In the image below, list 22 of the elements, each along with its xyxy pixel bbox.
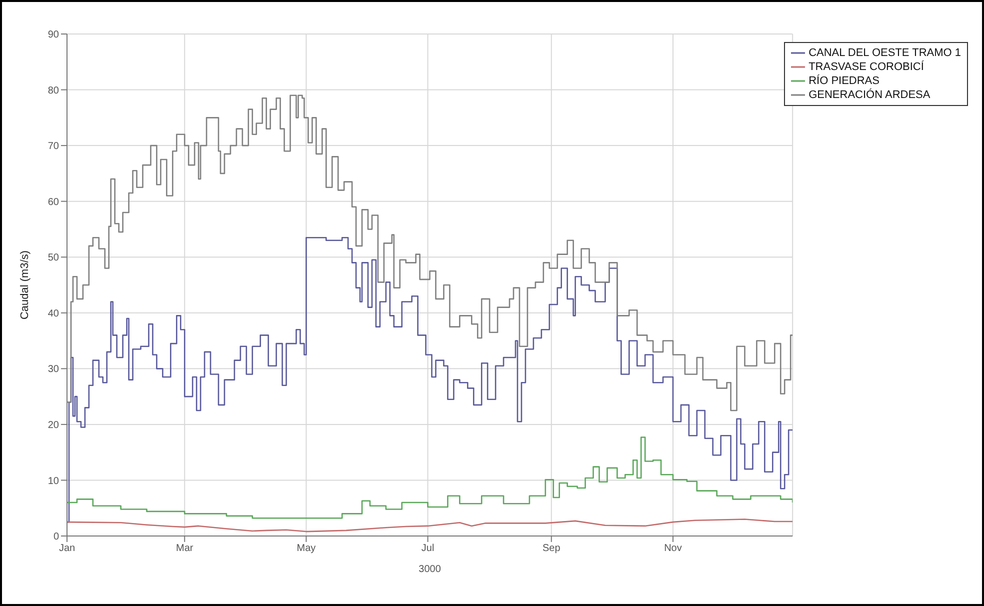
y-tick-label: 50 [48,252,60,264]
y-tick-label: 60 [48,196,60,208]
x-tick-label: Nov [664,543,682,554]
legend-label: TRASVASE COROBICÍ [808,60,924,74]
x-tick-label: Sep [542,543,561,554]
x-tick-label: Mar [176,543,194,554]
x-tick-label: Jan [58,543,76,554]
legend-label: CANAL DEL OESTE TRAMO 1 [808,46,961,60]
x-tick-label: Jul [421,543,434,554]
y-tick-label: 90 [48,30,60,41]
y-tick-label: 0 [53,532,60,543]
y-tick-label: 30 [48,364,60,376]
y-tick-label: 40 [48,308,60,320]
legend-label: RÍO PIEDRAS [808,74,880,88]
x-tick-label: May [296,543,316,554]
y-tick-label: 70 [48,141,60,152]
y-tick-label: 20 [48,420,60,431]
x-axis-title: 3000 [418,564,442,575]
y-axis-title: Caudal (m3/s) [18,250,31,320]
legend-label: GENERACIÓN ARDESA [808,88,930,102]
y-tick-label: 80 [48,85,60,96]
y-tick-label: 10 [48,476,60,487]
